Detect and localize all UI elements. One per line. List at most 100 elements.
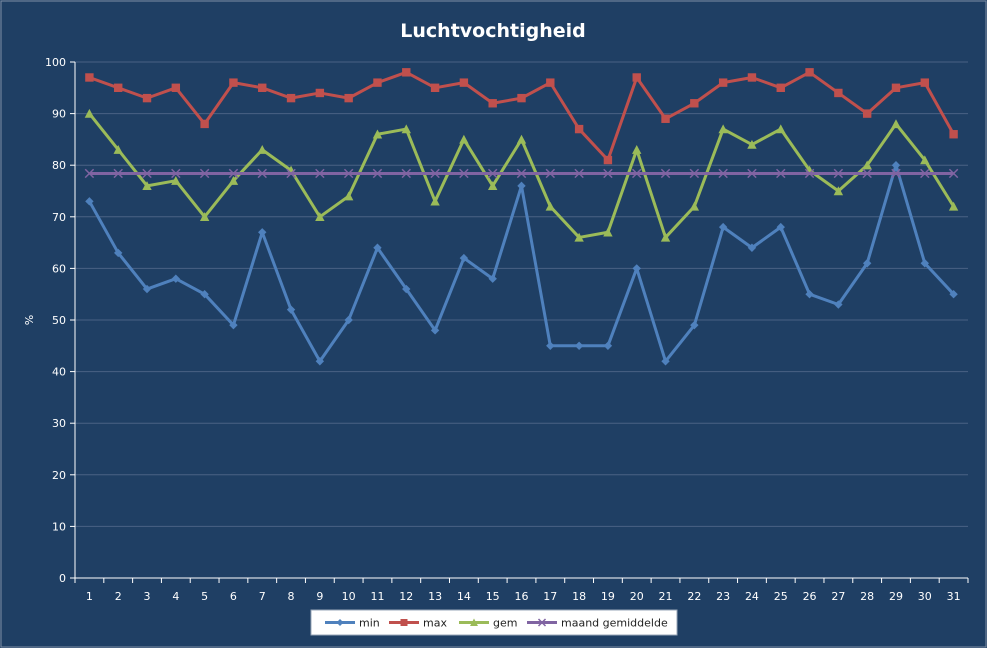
legend-label: min [359,617,380,630]
x-tick-label: 3 [144,590,151,603]
data-point [545,168,556,179]
data-point [660,232,671,242]
data-point [286,93,296,103]
data-point [199,168,210,179]
data-point [343,168,354,179]
x-tick-label: 4 [172,590,179,603]
data-point [747,73,757,82]
data-point [603,168,613,179]
data-point [401,124,411,134]
data-point [603,341,613,350]
data-point [430,168,440,179]
data-point [487,168,498,179]
data-point [862,168,872,179]
data-point [833,186,844,196]
x-tick-label: 20 [630,590,644,603]
data-point [891,119,901,129]
data-point [488,274,497,283]
data-point [200,290,209,299]
data-point [833,168,844,179]
data-point [689,201,700,211]
data-point [690,99,699,108]
y-tick-labels: 0 10 20 30 40 50 60 70 80 90 100 [45,56,66,585]
data-point [402,68,411,77]
x-tick-label: 24 [745,590,759,603]
data-point [546,341,555,350]
y-tick-label: 60 [52,262,66,275]
data-point [690,320,699,330]
x-tick-label: 21 [659,590,673,603]
data-point [949,290,958,299]
y-tick-label: 20 [52,469,66,482]
data-point [344,315,353,325]
data-point [517,181,526,191]
data-point [487,181,498,191]
y-tick-label: 10 [52,520,66,533]
data-point [862,259,872,268]
data-point [114,248,123,258]
x-tick-label: 2 [115,590,122,603]
data-point [776,124,786,134]
data-point [228,168,239,179]
data-point [84,168,95,179]
y-tick-label: 100 [45,56,66,69]
data-point [689,168,700,179]
data-point [718,124,728,134]
data-point [574,341,584,350]
gridlines [75,61,968,527]
data-point [286,305,296,314]
data-point [891,168,901,179]
data-point [142,181,152,191]
data-point [632,73,641,82]
x-tick-label: 6 [230,590,237,603]
data-point [257,145,267,154]
data-point [603,155,613,165]
legend-item: max [389,617,447,630]
data-point [114,83,123,92]
data-point [488,99,497,108]
x-tick-label: 19 [601,590,615,603]
data-point [631,168,642,179]
legend: min max gem maand gemiddelde [310,609,678,636]
data-point [315,88,325,98]
y-tick-label: 90 [52,108,66,121]
data-point [661,114,670,123]
data-point [315,357,325,366]
data-point [574,232,584,242]
data-point [516,168,527,179]
data-point [718,168,728,179]
data-point [747,168,757,179]
x-tick-label: 8 [288,590,295,603]
y-axis-label: % [23,315,36,325]
data-point [948,201,959,211]
x-tick-label: 13 [428,590,442,603]
data-point [747,139,757,149]
x-tick-label: 29 [889,590,903,603]
data-point [747,243,757,252]
data-point [199,212,210,221]
data-point [776,222,785,232]
data-point [920,168,930,179]
data-point [344,93,353,103]
x-tick-label: 7 [259,590,266,603]
data-point [891,83,901,92]
legend-item: maand gemiddelde [527,617,668,630]
data-point [834,88,843,98]
x-tick-label: 12 [399,590,413,603]
data-point [200,119,209,129]
data-point [229,78,238,87]
x-tick-label: 28 [860,590,874,603]
y-tick-label: 0 [59,572,66,585]
data-point [545,201,556,211]
x-tick-label: 10 [342,590,356,603]
data-point [315,212,325,221]
x-tick-label: 26 [803,590,817,603]
x-tick-label: 15 [486,590,500,603]
data-point [516,134,527,144]
data-point [286,168,296,179]
data-point [546,78,555,87]
x-tick-label: 17 [543,590,557,603]
x-tick-label: 31 [947,590,961,603]
data-point [171,168,181,179]
